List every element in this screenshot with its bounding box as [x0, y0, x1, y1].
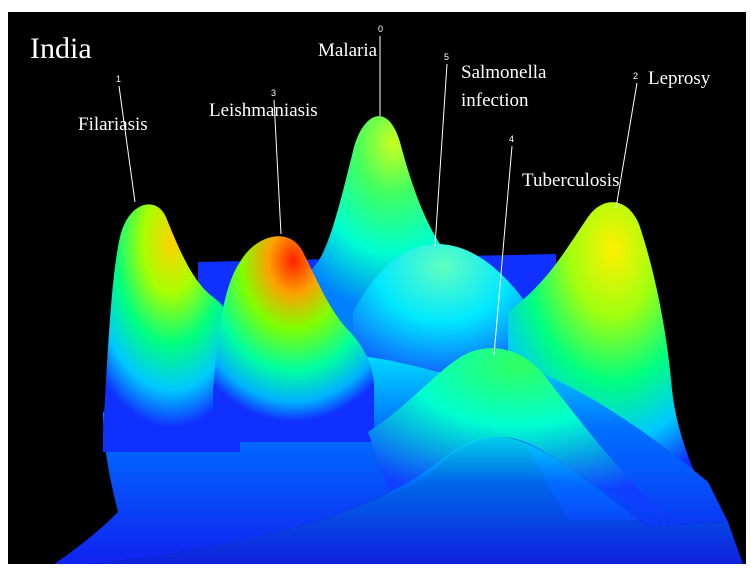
peak-index-malaria: 0 [378, 24, 383, 34]
surface-plot: India 0 Malaria 1 Filariasis 2 Leprosy 3 Leishm… [8, 12, 746, 564]
peak-index-leishmaniasis: 3 [271, 88, 276, 98]
leader-line-filariasis [118, 85, 136, 203]
peak-label-filariasis: Filariasis [78, 114, 148, 135]
peak-index-leprosy: 2 [633, 71, 638, 81]
peak-leishmaniasis [213, 236, 374, 442]
peak-filariasis [103, 204, 240, 452]
peak-index-salmonella-infection: 5 [444, 52, 449, 62]
chart-title: India [30, 32, 92, 65]
leader-line-leishmaniasis [273, 99, 282, 235]
peak-tuberculosis [368, 348, 668, 517]
peak-label-malaria: Malaria [318, 40, 378, 61]
peak-label-leishmaniasis: Leishmaniasis [209, 100, 318, 121]
surface-front-edge [38, 436, 743, 564]
peak-index-filariasis: 1 [116, 74, 121, 84]
peak-label-salmonella-infection: Salmonella infection [461, 62, 547, 111]
leader-line-salmonella-infection [434, 63, 448, 247]
peak-label-leprosy: Leprosy [648, 68, 711, 89]
leader-line-leprosy [615, 82, 638, 209]
leader-line-tuberculosis [493, 145, 513, 356]
peak-index-tuberculosis: 4 [509, 134, 514, 144]
peak-label-tuberculosis: Tuberculosis [522, 170, 619, 191]
